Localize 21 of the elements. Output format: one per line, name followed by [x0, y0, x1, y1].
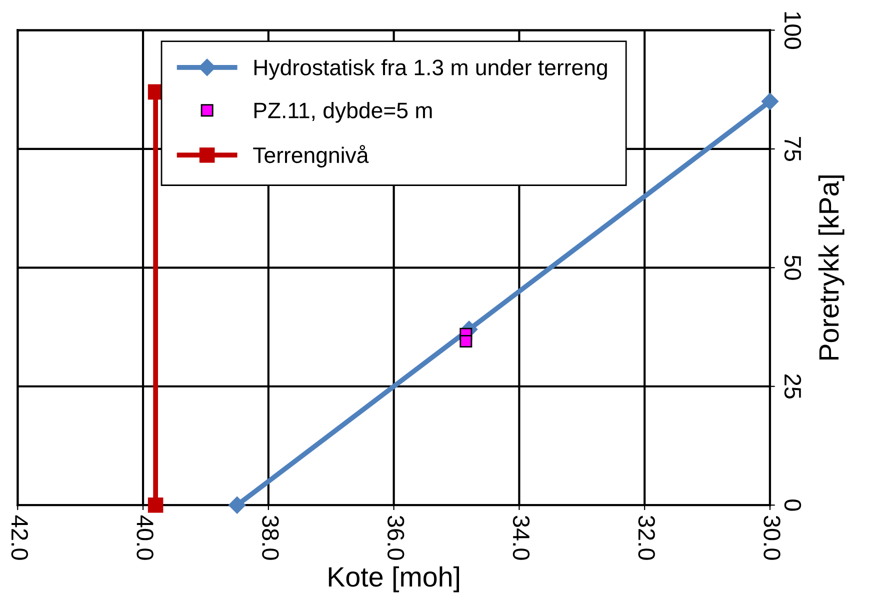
point [148, 497, 164, 513]
y-tick-label: 100 [784, 12, 802, 49]
y-tick-label: 25 [784, 374, 802, 399]
y-tick-label: 50 [784, 255, 802, 280]
x-tick-label: 30.0 [764, 516, 780, 560]
x-tick-label: 38.0 [262, 516, 279, 560]
x-tick-label: 36.0 [387, 516, 404, 560]
legend-label: Hydrostatisk fra 1.3 m under terreng [254, 59, 607, 80]
y-tick-label: 0 [784, 499, 802, 511]
x-axis-title: Kote [moh] [328, 566, 460, 592]
x-tick-label: 32.0 [638, 516, 655, 560]
x-tick-label: 42.0 [11, 515, 28, 560]
point [761, 92, 779, 110]
y-axis-title: Poretrykk [kPa] [818, 175, 844, 360]
x-tick-label: 40.0 [136, 515, 154, 560]
legend-label: Terrengnivå [253, 144, 369, 168]
legend-label: PZ.11, dybde=5 m [254, 102, 432, 123]
point [460, 335, 472, 348]
x-tick-label: 34.0 [512, 516, 530, 560]
y-tick-label: 75 [784, 137, 801, 162]
point [228, 496, 246, 514]
